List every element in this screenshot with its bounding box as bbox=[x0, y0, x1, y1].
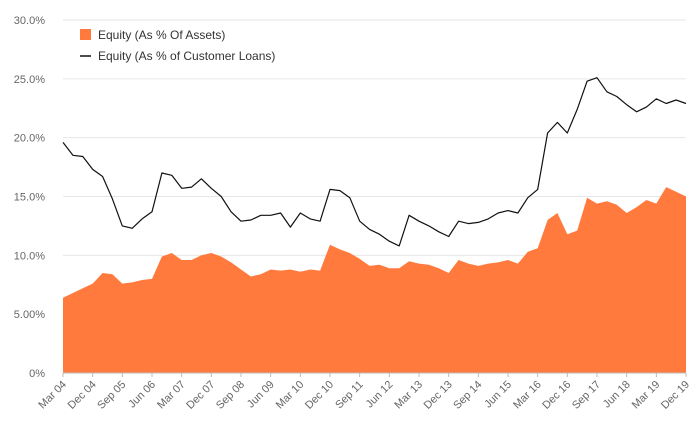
legend-swatch-area bbox=[80, 29, 91, 40]
y-tick-label: 10.0% bbox=[14, 250, 45, 262]
x-tick-label: Dec 07 bbox=[184, 379, 217, 412]
x-tick-label: Jun 06 bbox=[126, 379, 158, 411]
x-tick-label: Dec 19 bbox=[659, 379, 692, 412]
legend-label-line: Equity (As % of Customer Loans) bbox=[98, 49, 275, 63]
x-tick-label: Mar 10 bbox=[274, 379, 307, 412]
y-tick-label: 15.0% bbox=[14, 192, 45, 204]
x-tick-label: Sep 08 bbox=[214, 379, 247, 412]
x-tick-label: Jun 15 bbox=[482, 379, 514, 411]
x-tick-label: Dec 16 bbox=[540, 379, 573, 412]
series-area-layer bbox=[63, 187, 686, 373]
x-tick-label: Mar 16 bbox=[511, 379, 544, 412]
y-tick-label: 5.00% bbox=[14, 309, 45, 321]
y-tick-label: 20.0% bbox=[14, 133, 45, 145]
x-tick-label: Dec 10 bbox=[303, 379, 336, 412]
legend-label-area: Equity (As % Of Assets) bbox=[98, 28, 225, 42]
x-tick-label: Mar 13 bbox=[392, 379, 425, 412]
series-line-layer bbox=[62, 77, 687, 247]
x-tick-label: Sep 11 bbox=[333, 379, 366, 412]
x-tick-label: Mar 04 bbox=[36, 379, 69, 412]
y-tick-label: 25.0% bbox=[14, 74, 45, 86]
x-tick-label: Mar 07 bbox=[155, 379, 188, 412]
line-series-equity-loans bbox=[62, 77, 687, 247]
x-tick-label: Dec 13 bbox=[422, 379, 455, 412]
x-tick-label: Sep 14 bbox=[451, 379, 484, 412]
x-tick-label: Jun 09 bbox=[245, 379, 277, 411]
x-tick-label: Sep 05 bbox=[95, 379, 128, 412]
x-tick-label: Dec 04 bbox=[66, 379, 99, 412]
y-tick-label: 0% bbox=[29, 368, 45, 380]
y-tick-label: 30.0% bbox=[14, 15, 45, 27]
y-axis-ticks: 0% 5.00% 10.0% 15.0% 20.0% 25.0% 30.0% bbox=[14, 15, 45, 380]
x-tick-label: Jun 18 bbox=[601, 379, 633, 411]
x-tick-label: Sep 17 bbox=[570, 379, 603, 412]
x-tick-label: Jun 12 bbox=[364, 379, 396, 411]
x-tick-label: Mar 19 bbox=[630, 379, 663, 412]
area-series-equity-assets bbox=[63, 187, 686, 373]
legend: Equity (As % Of Assets) Equity (As % of … bbox=[80, 28, 275, 63]
